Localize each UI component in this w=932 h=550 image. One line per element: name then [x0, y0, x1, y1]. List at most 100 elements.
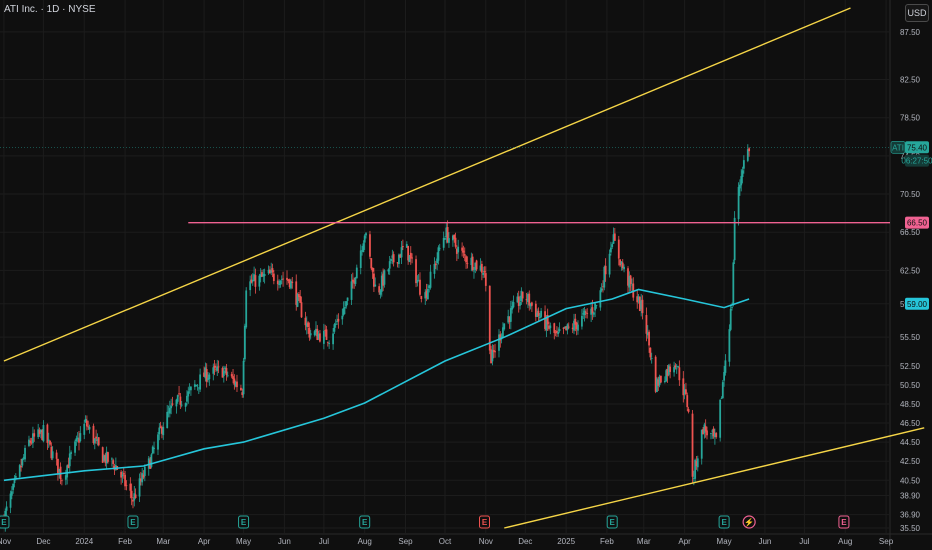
candle-body — [197, 387, 200, 389]
candle-body — [167, 411, 170, 413]
candle-body — [76, 437, 79, 440]
candle-body — [232, 376, 234, 380]
candle-body — [112, 460, 115, 464]
candle-body — [322, 330, 325, 344]
candle-body — [678, 367, 681, 381]
candle-body — [326, 341, 329, 343]
candle-body — [111, 458, 113, 460]
candle-body — [251, 279, 254, 282]
candle-body — [74, 441, 76, 453]
candle-body — [739, 184, 741, 189]
x-tick-label: Jun — [278, 537, 291, 546]
candle-body — [66, 465, 69, 478]
candle-body — [47, 439, 50, 441]
x-tick-label: Sep — [398, 537, 413, 546]
candle-body — [627, 268, 629, 286]
price-axis[interactable]: 87.5082.5078.5074.5070.5066.5062.5059.00… — [900, 28, 921, 533]
candle-body — [715, 432, 718, 438]
candle-body — [437, 247, 440, 261]
y-tick-label: 44.50 — [900, 438, 921, 447]
candle-body — [405, 244, 408, 248]
candle-body — [482, 273, 485, 275]
candle-body — [465, 256, 467, 263]
earnings-event-label: E — [241, 518, 247, 527]
candle-body — [5, 506, 8, 511]
candle-body — [240, 387, 242, 391]
candle-body — [180, 404, 183, 406]
candle-body — [41, 430, 44, 440]
candle-body — [122, 473, 125, 475]
candle-body — [682, 378, 685, 396]
candle-body — [521, 291, 524, 299]
candle-body — [621, 262, 624, 269]
candle-body — [401, 246, 404, 248]
candle-body — [342, 308, 345, 316]
x-tick-label: 2024 — [75, 537, 93, 546]
candle-body — [151, 446, 154, 454]
candle-body — [391, 255, 394, 258]
candle-body — [492, 350, 495, 353]
candle-body — [374, 284, 377, 287]
candle-body — [259, 274, 262, 278]
earnings-event-icon — [478, 515, 490, 529]
earnings-event-icon — [718, 515, 730, 529]
earnings-event-icon — [238, 515, 250, 529]
candle-body — [369, 234, 371, 257]
candle-body — [712, 428, 715, 437]
candle-body — [300, 302, 303, 318]
candle-body — [105, 451, 108, 464]
candle-body — [241, 392, 244, 395]
candle-body — [677, 366, 679, 368]
price-label-box — [905, 141, 929, 154]
candle-body — [243, 325, 246, 360]
trendlines[interactable] — [3, 7, 925, 529]
candle-body — [713, 433, 716, 438]
candle-body — [351, 279, 354, 282]
candle-body — [399, 254, 402, 258]
candle-body — [18, 465, 21, 477]
candle-body — [9, 493, 12, 508]
y-tick-label: 35.50 — [900, 524, 921, 533]
candle-body — [29, 440, 32, 443]
candle-body — [408, 255, 411, 262]
candle-body — [20, 466, 22, 468]
candle-body — [488, 285, 491, 351]
candle-body — [591, 307, 594, 314]
candle-body — [279, 280, 282, 285]
candle-body — [674, 365, 677, 368]
candles — [3, 144, 751, 532]
candle-body — [648, 331, 650, 346]
candle-body — [309, 333, 312, 336]
earnings-event-label: E — [1, 518, 7, 527]
price-label-text: 66.50 — [907, 219, 928, 228]
x-tick-label: Apr — [198, 537, 211, 546]
y-tick-label: 70.50 — [900, 190, 921, 199]
candle-body — [101, 447, 104, 463]
candle-body — [158, 427, 161, 435]
candle-body — [190, 386, 192, 391]
candle-body — [525, 299, 528, 301]
candle-body — [448, 238, 450, 243]
candle-body — [230, 374, 233, 377]
time-axis[interactable]: Nov Dec 2024 Feb Mar Apr May Jun Jul Aug Sep Oct Nov… — [0, 537, 894, 546]
candle-body — [341, 315, 344, 320]
candle-body — [55, 452, 58, 459]
candle-body — [103, 455, 105, 461]
candle-body — [740, 176, 743, 186]
x-tick-label: May — [717, 537, 732, 546]
candle-body — [21, 458, 24, 466]
candle-body — [28, 439, 30, 446]
candle-body — [567, 326, 570, 328]
candle-body — [157, 434, 159, 450]
candle-body — [93, 438, 96, 444]
candle-body — [355, 267, 358, 279]
price-label-text: 06:27:50 — [901, 157, 932, 166]
candle-body — [577, 324, 579, 331]
candle-body — [461, 247, 464, 251]
currency-button[interactable]: USD — [905, 4, 929, 22]
candle-body — [656, 378, 658, 392]
candle-body — [234, 382, 237, 387]
earnings-event-icon — [838, 515, 850, 529]
candle-body — [426, 288, 429, 300]
